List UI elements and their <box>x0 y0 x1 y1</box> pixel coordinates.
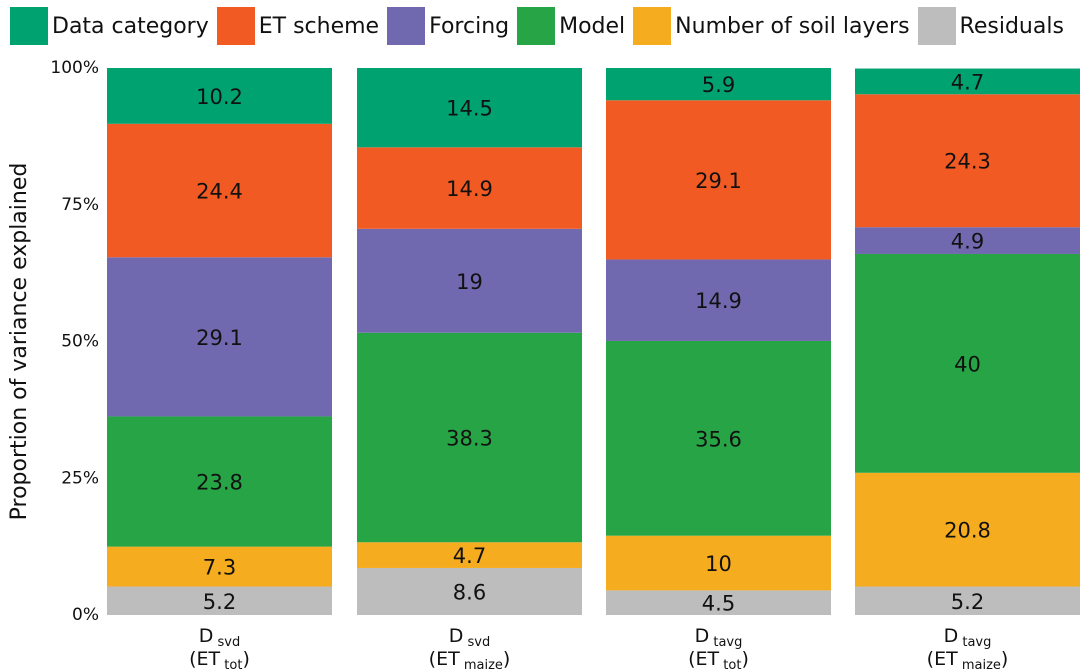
bar-segment <box>357 542 582 568</box>
bar-segment <box>855 94 1080 228</box>
legend-item: Model <box>517 7 625 45</box>
bar-segment <box>855 586 1080 615</box>
bar-segment <box>606 68 831 101</box>
category-label-line2: (ET maize) <box>927 648 1009 672</box>
category-label: D tavg <box>944 625 992 650</box>
y-axis-title: Proportion of variance explained <box>7 163 32 521</box>
legend-label: Model <box>559 13 626 39</box>
bar-value-label: 35.6 <box>695 427 742 451</box>
bar-segment <box>855 253 1080 473</box>
category-label: D svd <box>449 625 491 650</box>
bar-value-label: 14.5 <box>446 97 493 121</box>
bar-value-label: 5.2 <box>951 590 984 614</box>
bar-value-label: 5.9 <box>702 73 735 97</box>
legend-item: Forcing <box>387 7 509 45</box>
bar-value-label: 10.2 <box>196 85 243 109</box>
bar-value-label: 24.3 <box>944 150 991 174</box>
bar-segment <box>107 416 332 547</box>
bar-segment <box>107 546 332 587</box>
legend-swatch <box>216 7 255 45</box>
legend-label: ET scheme <box>258 13 380 39</box>
category-label: D svd <box>199 625 241 650</box>
category-label-line2: (ET maize) <box>429 648 511 672</box>
category-label-line2: (ET tot) <box>189 648 250 672</box>
bar-segment <box>107 68 332 124</box>
legend-swatch <box>387 7 426 45</box>
bar-value-label: 29.1 <box>196 326 243 350</box>
bar-segment <box>357 147 582 229</box>
bar-segment <box>357 567 582 615</box>
bar-segment <box>606 340 831 536</box>
bar-value-label: 20.8 <box>944 519 991 543</box>
legend-swatch <box>917 7 956 45</box>
legend: Data category ET scheme Forcing Model Number… <box>10 6 1072 46</box>
legend-label: Forcing <box>429 13 510 39</box>
bar-value-label: 5.2 <box>203 590 236 614</box>
bar-segment <box>606 590 831 615</box>
legend-swatch <box>10 7 48 45</box>
bar-value-label: 40 <box>954 352 981 376</box>
y-tick-label: 50% <box>61 332 99 352</box>
legend-item: ET scheme <box>216 7 380 45</box>
bar-segment <box>357 228 582 333</box>
bar-value-label: 4.7 <box>951 70 984 94</box>
legend-label: Data category <box>52 13 209 39</box>
bar-segment <box>357 68 582 148</box>
bar-segment <box>855 227 1080 254</box>
bar-segment <box>107 123 332 258</box>
bar-value-label: 10 <box>705 552 732 576</box>
legend-swatch <box>633 7 672 45</box>
legend-item: Residuals <box>917 7 1064 45</box>
category-label-line2: (ET tot) <box>688 648 749 672</box>
bar-value-label: 24.4 <box>196 180 243 204</box>
legend-label: Residuals <box>959 13 1064 39</box>
bar-value-label: 7.3 <box>203 556 236 580</box>
category-label: D tavg <box>695 625 743 650</box>
bar-value-label: 4.5 <box>702 592 735 616</box>
bar-value-label: 23.8 <box>196 471 243 495</box>
bar-segment <box>606 535 831 591</box>
legend-item: Number of soil layers <box>633 7 910 45</box>
bar-value-label: 29.1 <box>695 169 742 193</box>
y-tick-label: 0% <box>72 605 99 625</box>
bar-value-label: 19 <box>456 270 483 294</box>
legend-item: Data category <box>10 7 209 45</box>
bar-value-label: 38.3 <box>446 426 493 450</box>
bar-value-label: 14.9 <box>695 289 742 313</box>
bar-segment <box>357 332 582 543</box>
legend-swatch <box>517 7 556 45</box>
bar-segment <box>855 68 1080 95</box>
bar-segment <box>107 586 332 615</box>
bar-value-label: 14.9 <box>446 177 493 201</box>
bar-segment <box>606 100 831 260</box>
bar-segment <box>107 257 332 417</box>
y-tick-label: 25% <box>61 468 99 488</box>
y-tick-label: 75% <box>61 195 99 215</box>
bar-value-label: 4.7 <box>453 544 486 568</box>
bar-segment <box>606 259 831 341</box>
bar-segment <box>855 472 1080 587</box>
y-tick-label: 100% <box>50 58 99 78</box>
bar-value-label: 8.6 <box>453 580 486 604</box>
legend-label: Number of soil layers <box>675 13 910 39</box>
bar-value-label: 4.9 <box>951 230 984 254</box>
